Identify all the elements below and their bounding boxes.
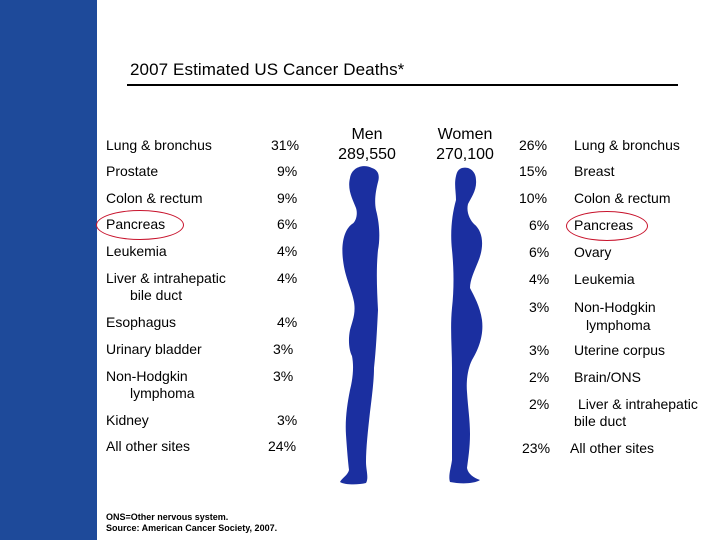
men-site-prostate: Prostate bbox=[106, 163, 159, 179]
men-site-leukemia: Leukemia bbox=[106, 243, 167, 259]
women-total-deaths: 270,100 bbox=[436, 146, 494, 163]
women-site-breast: Breast bbox=[574, 163, 615, 179]
men-header: Men 289,550 bbox=[322, 125, 412, 165]
footnote-source: Source: American Cancer Society, 2007. bbox=[106, 523, 278, 533]
women-percent-lung-bronchus: 26% bbox=[519, 137, 548, 153]
men-percent-esophagus: 4% bbox=[277, 314, 298, 330]
men-percent-urinary-bladder: 3% bbox=[273, 341, 294, 357]
women-percent-uterine-corpus: 3% bbox=[529, 342, 550, 358]
sidebar-accent-bar bbox=[0, 0, 97, 540]
women-percent-all-other: 23% bbox=[522, 440, 551, 456]
men-site-colon-rectum: Colon & rectum bbox=[106, 190, 203, 206]
women-percent-breast: 15% bbox=[519, 163, 548, 179]
male-silhouette bbox=[340, 166, 380, 485]
women-site-brain-ons: Brain/ONS bbox=[574, 369, 641, 385]
women-percent-pancreas: 6% bbox=[529, 217, 550, 233]
men-site-non-hodgkin-line2: lymphoma bbox=[130, 385, 195, 401]
title-divider bbox=[127, 84, 678, 86]
women-site-ovary: Ovary bbox=[574, 244, 612, 260]
women-site-non-hodgkin: Non-Hodgkin bbox=[574, 299, 656, 315]
footnote: ONS=Other nervous system. Source: Americ… bbox=[106, 512, 277, 534]
women-percent-leukemia: 4% bbox=[529, 271, 550, 287]
women-site-uterine-corpus: Uterine corpus bbox=[574, 342, 666, 358]
men-percent-kidney: 3% bbox=[277, 412, 298, 428]
women-site-liver-line2: bile duct bbox=[574, 413, 627, 429]
men-total-deaths: 289,550 bbox=[338, 146, 396, 163]
women-site-leukemia: Leukemia bbox=[574, 271, 635, 287]
men-site-lung-bronchus: Lung & bronchus bbox=[106, 137, 212, 153]
men-percent-all-other: 24% bbox=[268, 438, 297, 454]
slide-title: 2007 Estimated US Cancer Deaths* bbox=[130, 60, 405, 79]
women-percent-colon-rectum: 10% bbox=[519, 190, 548, 206]
men-pancreas-highlight-circle bbox=[96, 210, 184, 240]
women-percent-liver: 2% bbox=[529, 396, 550, 412]
men-site-liver-line2: bile duct bbox=[130, 287, 183, 303]
women-header: Women 270,100 bbox=[420, 125, 510, 165]
men-percent-pancreas: 6% bbox=[277, 216, 298, 232]
women-pancreas-highlight-circle bbox=[566, 211, 648, 241]
women-percent-brain-ons: 2% bbox=[529, 369, 550, 385]
women-site-lung-bronchus: Lung & bronchus bbox=[574, 137, 680, 153]
men-percent-lung-bronchus: 31% bbox=[271, 137, 300, 153]
female-silhouette bbox=[449, 167, 483, 484]
men-site-urinary-bladder: Urinary bladder bbox=[106, 341, 202, 357]
women-site-all-other: All other sites bbox=[570, 440, 655, 456]
footnote-ons: ONS=Other nervous system. bbox=[106, 512, 229, 522]
women-site-non-hodgkin-line2: lymphoma bbox=[586, 317, 651, 333]
men-site-all-other: All other sites bbox=[106, 438, 191, 454]
men-site-esophagus: Esophagus bbox=[106, 314, 177, 330]
women-site-liver: Liver & intrahepatic bbox=[578, 396, 698, 412]
men-site-liver: Liver & intrahepatic bbox=[106, 270, 226, 286]
men-site-non-hodgkin: Non-Hodgkin bbox=[106, 368, 188, 384]
men-percent-prostate: 9% bbox=[277, 163, 298, 179]
women-header-label: Women bbox=[437, 126, 493, 143]
men-header-label: Men bbox=[351, 126, 383, 143]
men-percent-liver: 4% bbox=[277, 270, 298, 286]
women-percent-non-hodgkin: 3% bbox=[529, 299, 550, 315]
men-percent-leukemia: 4% bbox=[277, 243, 298, 259]
women-percent-ovary: 6% bbox=[529, 244, 550, 260]
women-site-colon-rectum: Colon & rectum bbox=[574, 190, 671, 206]
men-percent-colon-rectum: 9% bbox=[277, 190, 298, 206]
men-site-kidney: Kidney bbox=[106, 412, 149, 428]
men-percent-non-hodgkin: 3% bbox=[273, 368, 294, 384]
